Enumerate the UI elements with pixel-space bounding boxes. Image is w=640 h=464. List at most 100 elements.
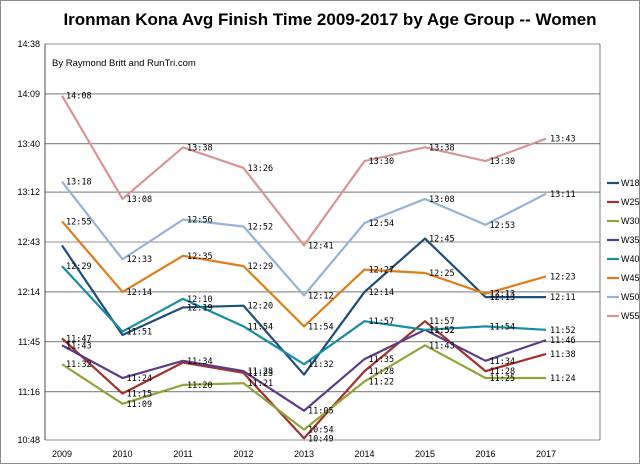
data-label: 13:30 (490, 157, 516, 167)
data-label: 11:38 (550, 350, 576, 360)
y-tick-label: 14:38 (17, 39, 40, 49)
data-label: 11:21 (248, 379, 274, 389)
series-line-w35-39 (61, 328, 547, 412)
data-label: 13:08 (429, 195, 455, 205)
y-tick-label: 11:16 (18, 387, 40, 397)
x-tick-label: 2010 (112, 449, 132, 459)
data-labels: 12:19 12:20 12:14 12:45 12:13 12:11 11:47 11:15… (66, 92, 576, 445)
data-label: 12:11 (550, 293, 576, 303)
series-line-w50-54 (61, 181, 547, 297)
x-tick-label: 2014 (354, 449, 374, 459)
data-label: 11:54 (248, 322, 274, 332)
y-tick-label: 10:48 (17, 435, 40, 445)
legend-label: W35-39 (621, 235, 640, 245)
data-label: 12:33 (127, 255, 153, 265)
x-tick-label: 2017 (536, 449, 556, 459)
data-label: 11:47 (66, 334, 92, 344)
data-label: 13:43 (550, 135, 576, 145)
data-label: 11:05 (308, 407, 334, 417)
data-label: 12:23 (550, 272, 576, 282)
y-tick-label: 12:43 (17, 237, 40, 247)
data-label: 10:49 (308, 434, 334, 444)
legend-label: W45-49 (621, 273, 640, 283)
series-line-w40-44 (61, 265, 547, 366)
data-label: 11:20 (187, 381, 213, 391)
y-tick-label: 13:12 (17, 187, 40, 197)
legend-label: W50-54 (621, 292, 640, 302)
data-label: 12:55 (66, 217, 92, 227)
data-label: 11:43 (429, 341, 455, 351)
data-label: 11:24 (550, 374, 576, 384)
data-label: 13:18 (66, 178, 92, 188)
chart-subtitle: By Raymond Britt and RunTri.com (52, 58, 196, 69)
data-label: 11:28 (248, 367, 274, 377)
data-label: 11:52 (429, 326, 455, 336)
data-label: 10:54 (308, 426, 334, 436)
data-label: 12:29 (248, 262, 274, 272)
legend-label: W25-29 (621, 197, 640, 207)
x-tick-label: 2009 (52, 449, 72, 459)
data-label: 11:32 (308, 360, 334, 370)
data-label: 11:54 (308, 322, 334, 332)
data-label: 13:38 (429, 143, 455, 153)
data-label: 12:53 (490, 221, 516, 231)
data-label: 11:32 (66, 360, 92, 370)
data-label: 12:12 (308, 291, 334, 301)
data-label: 12:13 (490, 293, 516, 303)
data-label: 11:15 (127, 390, 153, 400)
x-tick-label: 2013 (294, 449, 314, 459)
data-label: 11:35 (369, 355, 395, 365)
data-label: 11:25 (490, 374, 516, 384)
legend: W18-24 W25-29 W30-34 W35-39 W40-44 W45-49 W50-… (607, 178, 640, 321)
data-label: 12:54 (369, 219, 395, 229)
data-label: 11:23 (248, 369, 274, 379)
x-tick-label: 2012 (233, 449, 253, 459)
data-label: 14:08 (66, 92, 92, 102)
data-label: 12:25 (429, 269, 455, 279)
data-label: 13:08 (127, 195, 153, 205)
data-label: 11:28 (490, 367, 516, 377)
data-label: 11:28 (369, 367, 395, 377)
y-tick-label: 11:45 (18, 337, 40, 347)
data-label: 11:22 (369, 377, 395, 387)
data-label: 11:09 (127, 400, 153, 410)
data-label: 12:19 (187, 303, 213, 313)
gridlines (45, 43, 600, 441)
data-label: 12:20 (248, 302, 274, 312)
data-label: 12:35 (187, 252, 213, 262)
x-tick-label: 2011 (173, 449, 192, 459)
data-label: 13:11 (550, 190, 576, 200)
series-line-w18-24 (61, 237, 546, 376)
data-label: 13:30 (369, 157, 395, 167)
data-label: 13:26 (248, 164, 274, 174)
data-label: 12:10 (187, 295, 213, 305)
data-label: 11:34 (187, 357, 213, 367)
data-label: 12:45 (429, 235, 455, 245)
data-label: 11:57 (429, 317, 455, 327)
chart-title: Ironman Kona Avg Finish Time 2009-2017 b… (63, 10, 596, 29)
data-label: 11:24 (127, 374, 153, 384)
legend-label: W55-59 (621, 311, 640, 321)
data-label: 11:34 (490, 357, 516, 367)
data-label: 12:27 (369, 266, 395, 276)
series-line-w30-34 (61, 344, 546, 431)
data-label: 11:46 (550, 336, 576, 346)
data-label: 11:52 (429, 326, 455, 336)
data-label: 12:56 (187, 216, 213, 226)
data-label: 12:41 (308, 241, 334, 251)
y-tick-label: 13:40 (17, 139, 40, 149)
data-label: 13:38 (187, 143, 213, 153)
data-label: 12:29 (66, 262, 92, 272)
data-label: 12:14 (127, 288, 153, 298)
axes: 10:48 11:16 11:45 12:14 12:43 13:12 13:40 14:09… (17, 39, 601, 459)
series-lines (61, 95, 547, 440)
data-label: 12:52 (248, 223, 274, 233)
y-tick-label: 12:14 (17, 287, 40, 297)
legend-label: W18-24 (621, 178, 640, 188)
x-tick-label: 2015 (415, 449, 435, 459)
data-label: 11:57 (369, 317, 395, 327)
data-label: 12:13 (490, 290, 516, 300)
y-tick-label: 14:09 (17, 89, 40, 99)
data-label: 11:54 (490, 322, 516, 332)
